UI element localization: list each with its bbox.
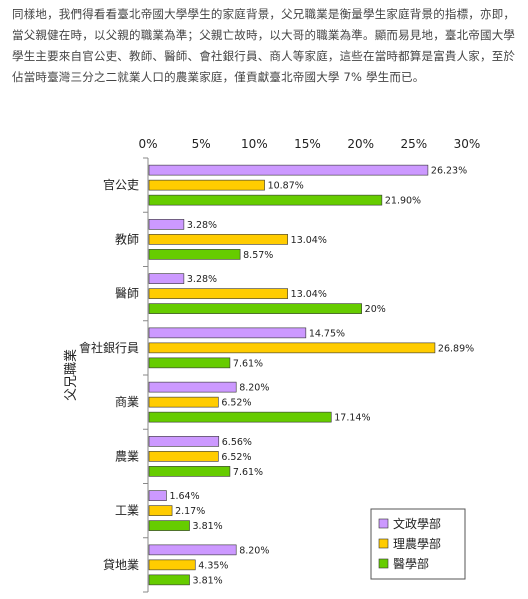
bar xyxy=(148,234,288,245)
data-label: 3.28% xyxy=(187,274,217,285)
bar xyxy=(148,451,219,462)
data-label: 8.20% xyxy=(239,383,269,394)
bar xyxy=(148,219,185,230)
category-label: 農業 xyxy=(115,449,139,463)
bar xyxy=(148,273,185,284)
bar xyxy=(148,559,196,571)
data-label: 20% xyxy=(365,304,386,315)
bar xyxy=(148,436,220,447)
x-tick-label: 20% xyxy=(347,137,374,151)
x-tick-labels: 0% 5% 10% 15% 20% 25% 30% xyxy=(138,137,480,151)
bar xyxy=(148,396,219,408)
category-label: 醫師 xyxy=(115,287,139,301)
data-label: 3.81% xyxy=(193,575,223,586)
data-label: 8.20% xyxy=(239,545,269,556)
data-label: 2.17% xyxy=(175,506,205,517)
bar xyxy=(148,303,362,314)
data-label: 4.35% xyxy=(198,560,228,571)
bar xyxy=(148,505,173,516)
bar xyxy=(148,179,265,191)
data-labels: 26.23% 10.87% 21.90% 3.28% 13.04% 8.57% 3.28% 1… xyxy=(169,166,474,587)
bar xyxy=(148,288,288,299)
data-label: 6.52% xyxy=(221,398,251,409)
data-label: 21.90% xyxy=(385,196,421,207)
intro-paragraph: 同樣地，我們得看看臺北帝國大學學生的家庭背景，父兄職業是衡量學生家庭背景的指標，… xyxy=(12,7,516,84)
bar xyxy=(148,411,332,423)
bar xyxy=(148,466,231,477)
x-tick-label: 5% xyxy=(192,137,211,151)
bar xyxy=(148,357,231,369)
x-tick-label: 15% xyxy=(294,137,321,151)
legend-label: 文政學部 xyxy=(393,516,441,531)
bar xyxy=(148,520,190,531)
bar xyxy=(148,342,436,354)
bar xyxy=(148,381,237,393)
legend-swatch xyxy=(378,538,389,549)
data-label: 13.04% xyxy=(291,289,327,300)
x-tick-label: 25% xyxy=(400,137,427,151)
data-label: 6.52% xyxy=(221,452,251,463)
chart-axes xyxy=(143,157,149,593)
bar xyxy=(148,249,241,260)
x-tick-label: 0% xyxy=(138,137,157,151)
data-label: 3.81% xyxy=(193,521,223,532)
bar xyxy=(148,574,190,586)
legend-label: 理農學部 xyxy=(393,536,441,551)
legend-swatch xyxy=(378,518,389,529)
legend-swatch xyxy=(378,558,389,569)
bar xyxy=(148,194,383,206)
category-label: 工業 xyxy=(115,504,139,518)
y-axis-title: 父兄職業 xyxy=(63,349,79,401)
data-label: 7.61% xyxy=(233,358,263,369)
bar xyxy=(148,544,237,556)
category-label: 商業 xyxy=(115,394,139,409)
data-label: 26.89% xyxy=(438,343,474,354)
bar xyxy=(148,490,167,501)
x-tick-label: 30% xyxy=(454,137,481,151)
category-label: 教師 xyxy=(115,231,139,246)
bar xyxy=(148,327,307,339)
legend-label: 醫學部 xyxy=(393,556,429,571)
category-label: 貸地業 xyxy=(103,557,139,572)
x-tick-label: 10% xyxy=(241,137,268,151)
data-label: 1.64% xyxy=(169,491,199,502)
category-label: 官公吏 xyxy=(103,177,139,192)
bar xyxy=(148,164,429,176)
data-label: 14.75% xyxy=(309,328,345,339)
category-label: 會社銀行員 xyxy=(79,340,139,355)
data-label: 10.87% xyxy=(268,181,304,192)
data-label: 8.57% xyxy=(243,250,273,261)
data-label: 3.28% xyxy=(187,220,217,231)
bars xyxy=(148,164,436,586)
data-label: 17.14% xyxy=(334,413,370,424)
data-label: 13.04% xyxy=(291,235,327,246)
data-label: 26.23% xyxy=(431,166,467,177)
data-label: 7.61% xyxy=(233,467,263,478)
data-label: 6.56% xyxy=(222,437,252,448)
